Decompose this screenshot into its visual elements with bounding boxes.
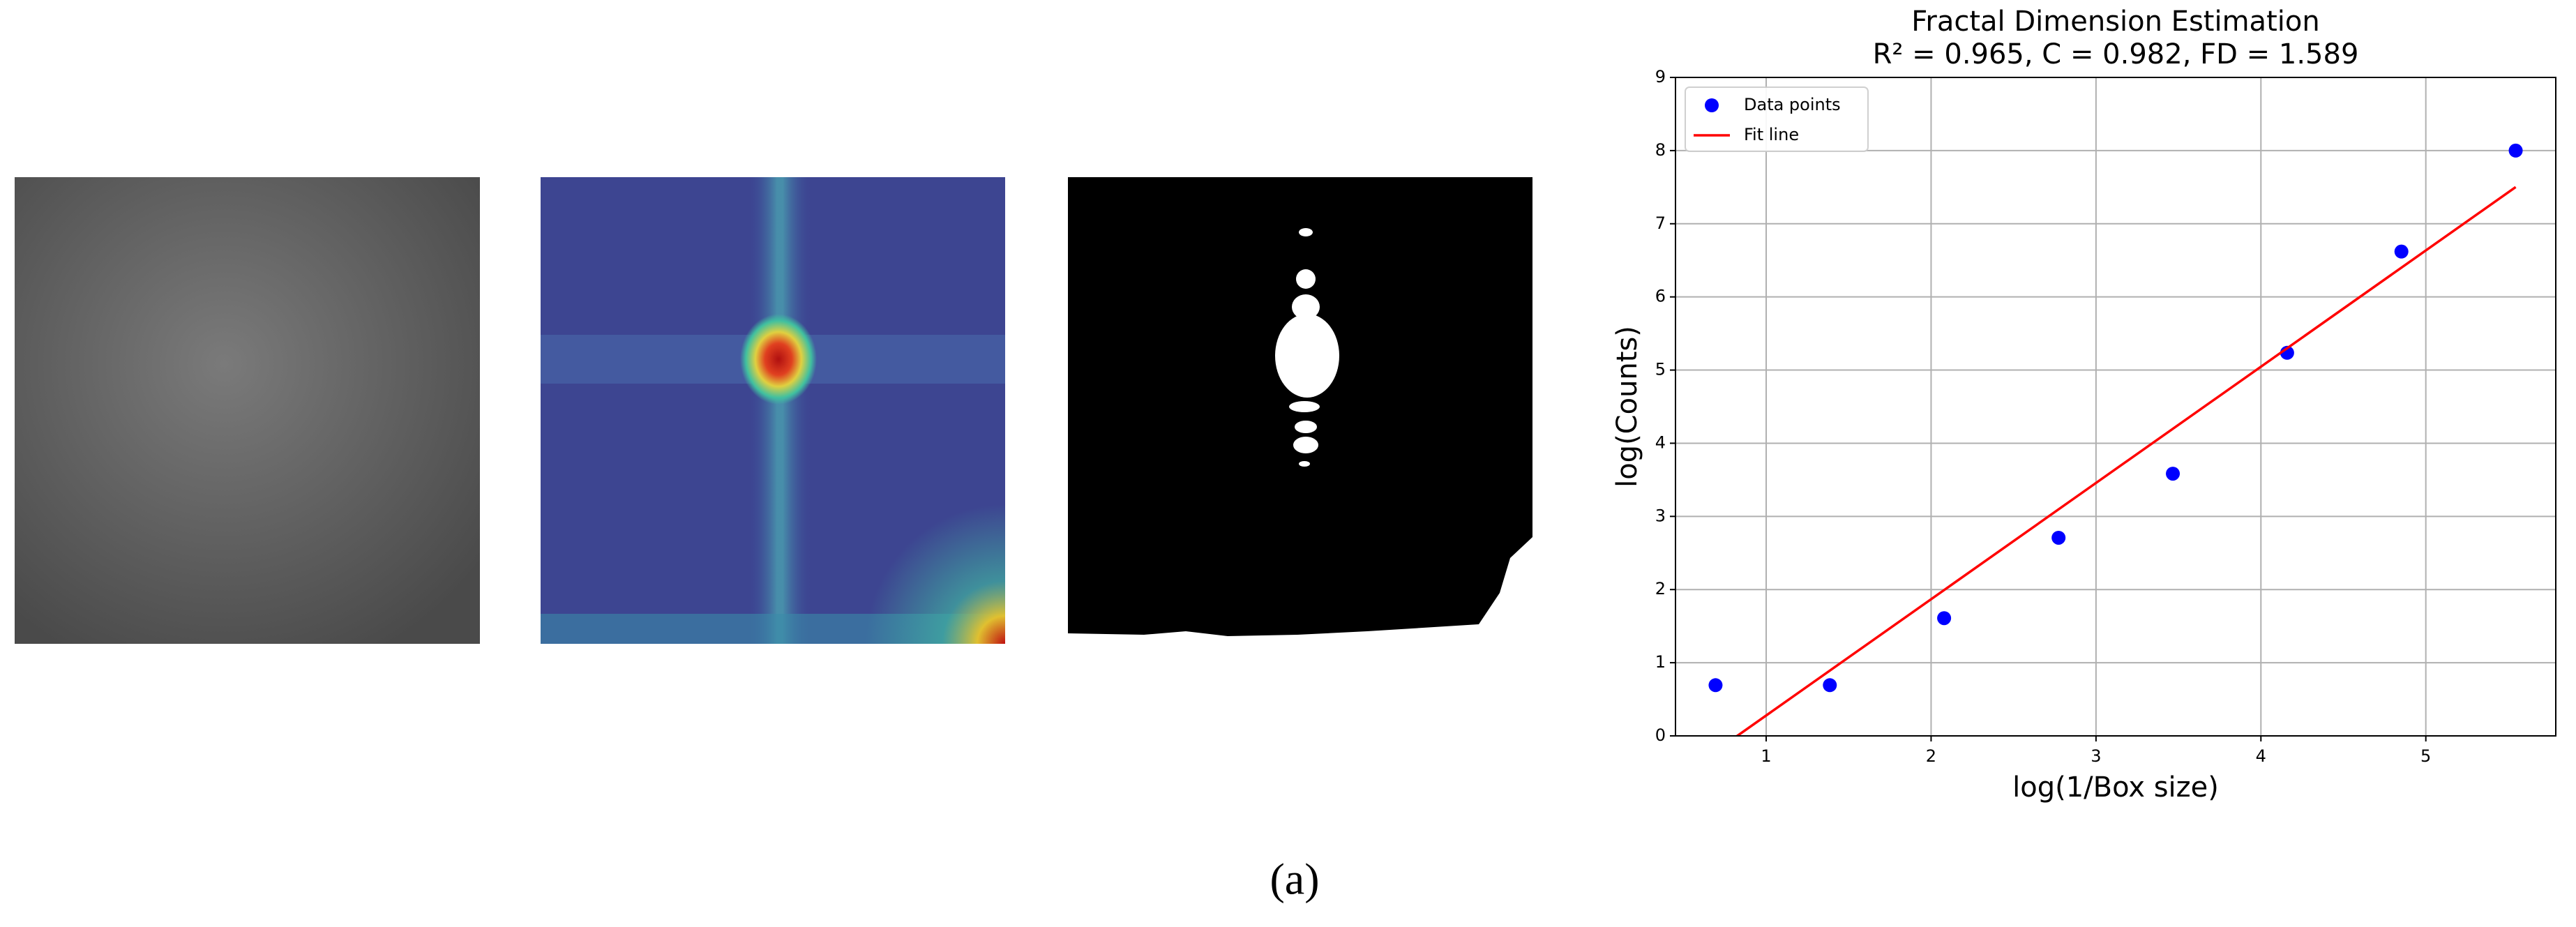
x-tick-label: 2	[1926, 746, 1936, 766]
plot-data	[1708, 143, 2523, 736]
plot-frame	[1675, 77, 2556, 737]
y-tick-label: 6	[1655, 287, 1666, 306]
data-point	[2051, 530, 2066, 545]
plot-area	[1675, 77, 2556, 736]
y-tick-label: 4	[1655, 432, 1666, 452]
grayscale-image	[15, 177, 480, 644]
binary-mask-image	[1068, 177, 1532, 644]
data-point	[1708, 678, 1723, 693]
x-tick-label: 5	[2420, 746, 2431, 766]
y-tick-label: 1	[1655, 652, 1666, 672]
y-tick-label: 9	[1655, 67, 1666, 86]
y-tick-label: 7	[1655, 213, 1666, 233]
legend-label: Data points	[1744, 95, 1841, 114]
data-point	[2508, 143, 2523, 158]
y-tick-label: 5	[1655, 360, 1666, 379]
y-tick-label: 2	[1655, 579, 1666, 598]
y-tick-label: 0	[1655, 725, 1666, 745]
x-tick-label: 4	[2256, 746, 2266, 766]
legend-label: Fit line	[1744, 125, 1799, 144]
data-point	[2394, 244, 2409, 259]
x-axis-label: log(1/Box size)	[2012, 771, 2219, 804]
fit-line	[1735, 186, 2517, 736]
y-tick-label: 8	[1655, 140, 1666, 160]
caption: (a)	[1270, 854, 1319, 904]
data-point	[2166, 467, 2180, 481]
x-tick-label: 1	[1761, 746, 1771, 766]
chart-subtitle: R² = 0.965, C = 0.982, FD = 1.589	[1873, 38, 2359, 70]
chart-title: Fractal Dimension Estimation	[1911, 6, 2319, 38]
data-point	[1937, 611, 1952, 626]
legend-swatch	[1705, 98, 1719, 112]
y-axis-label: log(Counts)	[1611, 326, 1643, 488]
y-tick-label: 3	[1655, 506, 1666, 525]
x-tick-label: 3	[2091, 746, 2101, 766]
data-point	[1823, 678, 1837, 693]
legend-box	[1685, 86, 1869, 152]
heatmap-image	[541, 177, 1005, 644]
